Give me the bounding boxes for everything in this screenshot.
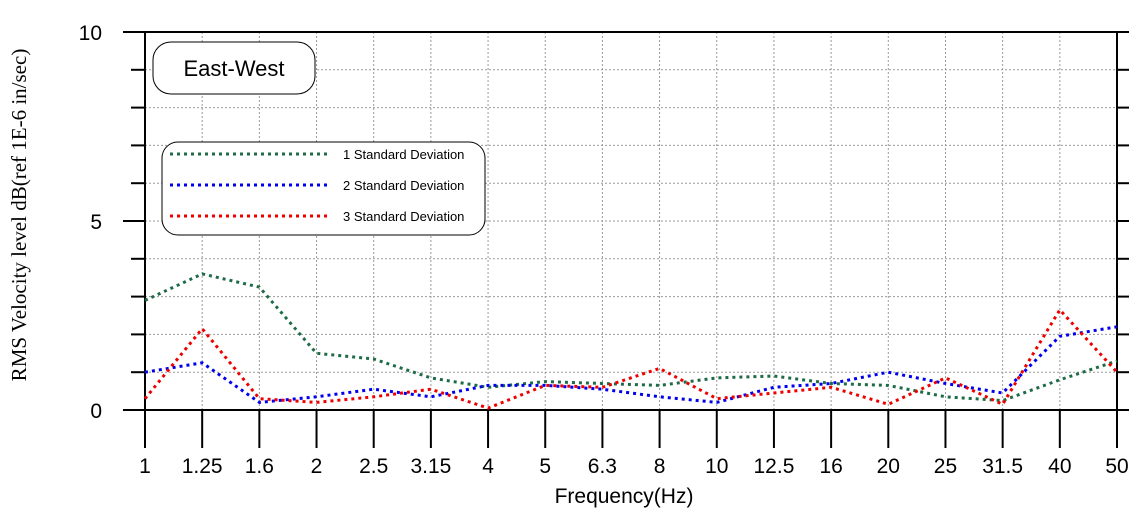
legend-label: 1 Standard Deviation (343, 147, 464, 162)
legend: 1 Standard Deviation 2 Standard Deviation… (161, 141, 486, 236)
x-tick-label: 40 (1048, 455, 1071, 478)
y-axis-title: RMS Velocity level dB(ref 1E-6 in/sec) (7, 49, 31, 382)
x-tick-label: 50 (1105, 455, 1128, 478)
x-tick-label: 6.3 (588, 455, 617, 478)
y-tick-label: 0 (90, 400, 102, 423)
x-tick-label: 31.5 (982, 455, 1023, 478)
y-tick-label: 10 (79, 22, 102, 45)
x-tick-label: 16 (819, 455, 842, 478)
x-tick-label: 2 (311, 455, 323, 478)
legend-label: 2 Standard Deviation (343, 178, 464, 193)
x-tick-label: 2.5 (359, 455, 388, 478)
x-tick-label: 8 (654, 455, 666, 478)
x-tick-label: 1.25 (182, 455, 223, 478)
series-lines (143, 272, 1119, 410)
x-tick-label: 1 (139, 455, 151, 478)
grid (145, 32, 1117, 410)
x-tick-label: 3.15 (410, 455, 451, 478)
x-tick-label: 1.6 (245, 455, 274, 478)
x-tick-label: 12.5 (754, 455, 795, 478)
y-tick-label: 5 (90, 211, 102, 234)
x-tick-label: 5 (539, 455, 551, 478)
chart-title: East-West (183, 56, 284, 81)
x-tick-label: 10 (705, 455, 728, 478)
panel-title-box: East-West (152, 41, 316, 95)
x-tick-label: 25 (934, 455, 957, 478)
series-line-1 (144, 272, 1118, 403)
x-tick-label: 4 (482, 455, 494, 478)
series-line-2 (144, 325, 1118, 404)
legend-label: 3 Standard Deviation (343, 209, 464, 224)
x-tick-label: 20 (877, 455, 900, 478)
series-line-3 (143, 307, 1119, 410)
axis-ticks: 1 1.25 1.6 2 2.5 3.15 4 5 6.3 8 10 12.5 16 20 25 31.5 40… (79, 22, 1129, 478)
x-axis-title: Frequency(Hz) (555, 485, 694, 508)
